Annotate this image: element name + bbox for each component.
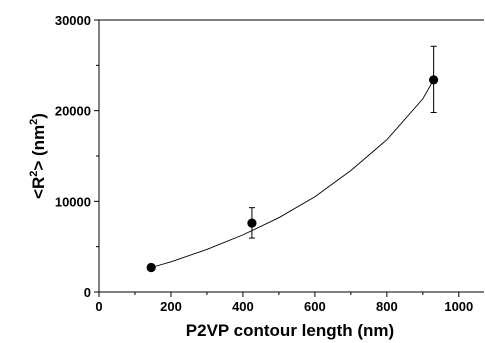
y-tick-label-10000: 10000 <box>55 194 91 209</box>
y-tick-label-30000: 30000 <box>55 13 91 28</box>
data-point-930 <box>429 75 439 85</box>
x-tick-label-800: 800 <box>376 299 398 314</box>
fit-curve-group <box>151 79 434 268</box>
fit-curve <box>151 79 434 268</box>
x-tick-label-200: 200 <box>160 299 182 314</box>
x-tick-label-400: 400 <box>232 299 254 314</box>
y-axis-title-sup-2: 2 <box>28 119 40 125</box>
y-axis-title-part-2: > (nm <box>29 125 48 171</box>
y-axis-title-part-1: <R <box>29 177 48 199</box>
x-tick-label-600: 600 <box>304 299 326 314</box>
data-point-145 <box>146 262 156 273</box>
y-axis-title: <R2> (nm2) <box>28 113 48 199</box>
y-tick-label-0: 0 <box>84 285 91 300</box>
data-points <box>146 45 439 273</box>
x-tick-label-0: 0 <box>95 299 102 314</box>
x-tick-label-1000: 1000 <box>444 299 473 314</box>
x-axis-title: P2VP contour length (nm) <box>186 321 394 340</box>
data-point-425 <box>247 218 257 228</box>
y-axis-title-sup-1: 2 <box>28 171 40 177</box>
y-axis-title-part-3: ) <box>29 113 48 119</box>
y-tick-label-20000: 20000 <box>55 104 91 119</box>
